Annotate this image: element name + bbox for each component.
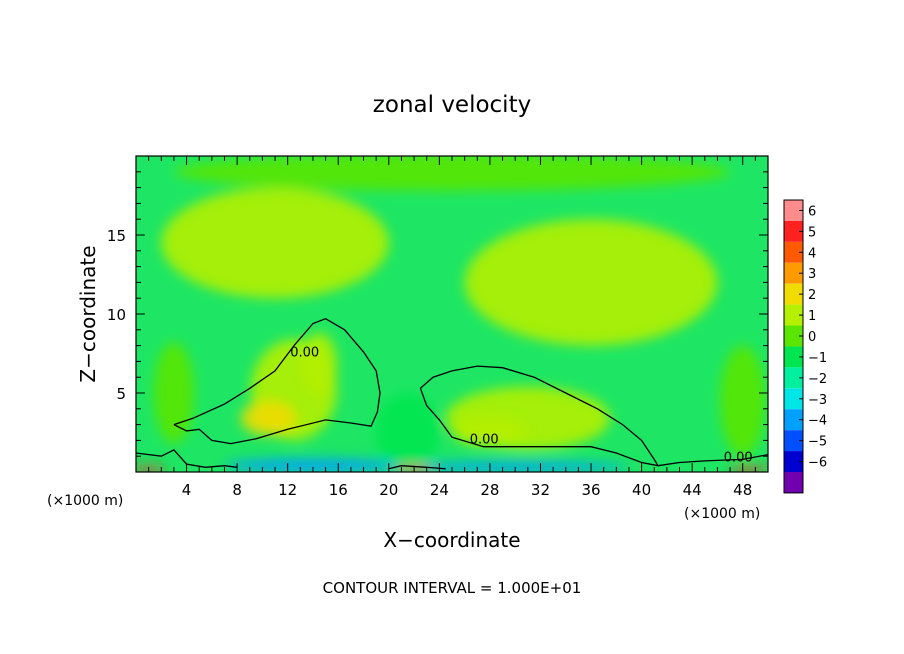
colorbar-label: 4: [808, 246, 816, 261]
colorbar-label: 3: [808, 267, 816, 282]
x-tick-label: 12: [278, 481, 297, 499]
x-unit-right: (×1000 m): [684, 506, 760, 522]
colorbar-label: 6: [808, 204, 816, 219]
colorbar-label: 5: [808, 225, 816, 240]
y-axis-ticks: 5 10 15: [107, 171, 768, 457]
contour-label-2: 0.00: [724, 451, 753, 466]
colorbar-swatch: [784, 451, 803, 472]
colorbar-label: −5: [808, 435, 827, 450]
colorbar-swatch: [784, 325, 803, 347]
field-feature-8: [153, 342, 195, 444]
x-tick-label: 40: [632, 481, 651, 499]
contour-line-4: [388, 465, 446, 470]
contour-line-0: [173, 317, 381, 445]
contour-label-0: 0.00: [290, 346, 319, 361]
colorbar-label: −4: [808, 414, 827, 429]
colorbar-swatch: [784, 367, 803, 389]
field-feature-15: [728, 466, 768, 472]
field-feature-10: [376, 393, 440, 472]
field-features: [136, 156, 768, 472]
colorbar-label: −1: [808, 351, 827, 366]
colorbar-label: 1: [808, 309, 816, 324]
colorbar-swatch: [784, 262, 803, 284]
colorbar-swatch: [784, 388, 803, 410]
chart-title: zonal velocity: [373, 92, 531, 118]
velocity-field: 0.00 0.00 0.00: [136, 156, 768, 472]
colorbar-label: 2: [808, 288, 816, 303]
colorbar-swatch: [784, 220, 803, 242]
colorbar: 6 5 4 3 2 1 0 −1 −2 −3 −4 −5 −6: [783, 199, 827, 494]
x-axis-ticks: 4 8 12 16 20 24 28 32 36 40 44 48: [148, 156, 756, 499]
colorbar-label: −6: [808, 456, 827, 471]
x-axis-label: X−coordinate: [383, 528, 520, 552]
y-tick-label: 15: [107, 227, 126, 245]
x-tick-label: 4: [182, 481, 192, 499]
x-tick-label: 48: [733, 481, 752, 499]
field-feature-2: [301, 332, 337, 397]
y-tick-label: 5: [116, 385, 126, 403]
x-unit-left: (×1000 m): [47, 493, 123, 509]
field-feature-4: [452, 415, 528, 447]
y-tick-label: 10: [107, 306, 126, 324]
x-tick-label: 8: [232, 481, 242, 499]
colorbar-swatch: [784, 283, 803, 305]
colorbar-swatch: [784, 304, 803, 326]
colorbar-frame: [783, 199, 804, 494]
y-axis-label: Z−coordinate: [76, 245, 100, 382]
field-feature-9: [719, 345, 766, 457]
colorbar-swatch: [784, 241, 803, 263]
contour-lines: 0.00 0.00 0.00: [136, 317, 768, 470]
colorbar-swatch: [784, 409, 803, 431]
x-tick-label: 24: [430, 481, 449, 499]
colorbar-swatch: [784, 346, 803, 368]
x-tick-label: 44: [683, 481, 702, 499]
field-feature-5: [161, 187, 389, 299]
contour-line-2: [657, 453, 768, 467]
field-feature-13: [136, 466, 166, 472]
field-feature-12: [401, 461, 629, 472]
colorbar-label: 0: [808, 330, 816, 345]
colorbar-label: −3: [808, 393, 827, 408]
x-tick-label: 16: [329, 481, 348, 499]
field-feature-11: [224, 458, 402, 472]
field-feature-1: [240, 400, 297, 436]
colorbar-swatch: [784, 430, 803, 452]
colorbar-swatch: [784, 200, 803, 221]
field-feature-6: [464, 219, 718, 346]
x-tick-label: 28: [480, 481, 499, 499]
x-tick-label: 36: [581, 481, 600, 499]
x-tick-label: 20: [379, 481, 398, 499]
contour-interval-note: CONTOUR INTERVAL = 1.000E+01: [323, 579, 582, 597]
x-tick-label: 32: [531, 481, 550, 499]
colorbar-swatch: [784, 472, 803, 493]
contour-label-1: 0.00: [470, 433, 499, 448]
colorbar-label: −2: [808, 372, 827, 387]
